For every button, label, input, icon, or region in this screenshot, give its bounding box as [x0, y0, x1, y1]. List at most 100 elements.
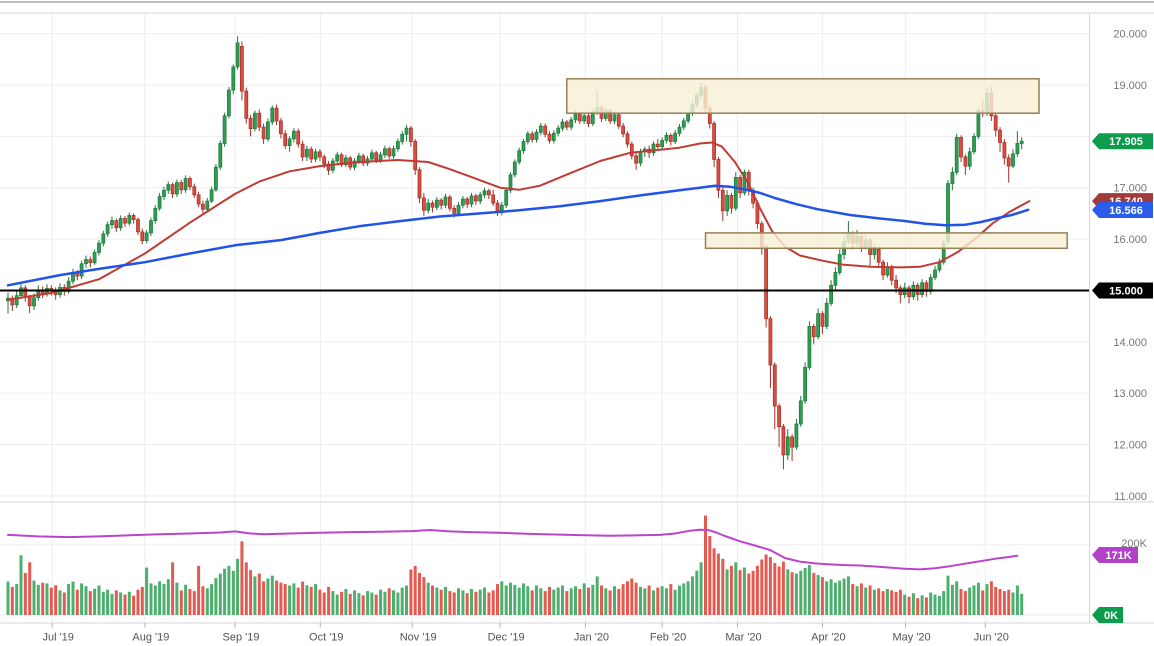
candle-body: [27, 296, 32, 307]
candle-body: [84, 259, 88, 265]
volume-bar: [210, 584, 214, 615]
candle-body: [305, 148, 309, 158]
volume-bar: [465, 593, 469, 615]
volume-bar: [587, 587, 590, 615]
volume-bar: [201, 586, 205, 615]
candle-body: [110, 220, 114, 226]
candle-body: [664, 134, 669, 141]
candle-body: [88, 259, 93, 264]
time-label: Jan '20: [574, 632, 609, 644]
candle-body: [790, 436, 794, 448]
time-label: Mar '20: [725, 632, 761, 644]
last-price-badge: [1092, 133, 1153, 150]
volume-bar: [561, 585, 564, 615]
volume-bar: [864, 587, 868, 615]
volume-bar: [253, 576, 257, 615]
supply-zone[interactable]: [566, 78, 1040, 114]
avg-volume-line: [7, 528, 1019, 571]
volume-bar: [266, 578, 270, 615]
candle-body: [807, 326, 812, 368]
candle-body: [326, 163, 331, 171]
candle-body: [781, 426, 786, 456]
candle-body: [517, 150, 522, 163]
candle-body: [478, 194, 483, 202]
candle-body: [660, 140, 664, 148]
candle-body: [266, 121, 270, 140]
demand-zone[interactable]: [704, 232, 1068, 250]
volume-bar: [846, 576, 850, 615]
candle-body: [175, 182, 179, 195]
time-axis[interactable]: Jul '19 Aug '19 Sep '19 Oct '19 Nov '19 Dec '…: [42, 623, 1009, 644]
volume-bar: [734, 562, 738, 615]
volume-bar: [972, 585, 976, 615]
candle-body: [296, 130, 301, 145]
volume-bar: [470, 589, 473, 615]
candle-body: [972, 135, 976, 153]
pane-borders: [0, 1, 1154, 624]
volume-bar: [643, 588, 647, 615]
volume-bar: [67, 584, 71, 615]
volume-series: [6, 515, 1024, 615]
volume-bar: [920, 595, 924, 615]
volume-bar: [340, 591, 344, 615]
volume-bar: [288, 585, 292, 615]
volume-bar: [106, 589, 110, 615]
volume-bar: [833, 582, 837, 615]
candle-body: [474, 195, 478, 202]
volume-bar: [197, 565, 201, 615]
volume-bar: [10, 586, 14, 615]
candle-body: [179, 182, 184, 191]
volume-bar: [903, 594, 907, 615]
candle-body: [798, 400, 803, 425]
volume-bar: [543, 591, 547, 615]
candle-body: [248, 118, 253, 130]
candle-body: [188, 178, 192, 188]
volume-bar: [825, 581, 829, 615]
candle-body: [720, 189, 725, 212]
volume-bar: [829, 579, 833, 615]
candle-body: [153, 207, 158, 221]
volume-bar: [392, 590, 395, 615]
candle-body: [1019, 140, 1024, 144]
volume-bar: [478, 589, 482, 615]
volume-bar: [327, 586, 331, 615]
candle-body: [824, 302, 829, 327]
volume-bar: [608, 590, 612, 615]
volume-bar: [725, 569, 729, 615]
volume-bar: [184, 584, 188, 615]
volume-bar: [799, 570, 803, 615]
candle-body: [811, 326, 816, 338]
time-label: Apr '20: [811, 632, 846, 644]
volume-bar: [885, 589, 889, 615]
candle-body: [439, 199, 444, 206]
volume-bar: [58, 590, 62, 615]
volume-bar: [370, 592, 374, 615]
candle-body: [959, 137, 963, 158]
volume-bar: [457, 588, 460, 615]
volume-bar: [552, 589, 556, 615]
candle-body: [14, 295, 19, 306]
volume-bar: [114, 590, 118, 615]
volume-bar: [262, 581, 266, 615]
volume-bar: [19, 555, 23, 615]
volume-bar: [400, 587, 404, 615]
candle-body: [733, 177, 738, 209]
volume-base-badge: [1092, 607, 1123, 623]
price-axis[interactable]: 20.000 19.000 17.000 16.000 14.000 13.000 12.0…: [1113, 29, 1147, 550]
candle-body: [235, 42, 240, 68]
volume-bar: [84, 586, 88, 615]
candle-body: [534, 131, 539, 140]
candle-body: [569, 119, 574, 128]
candle-body: [525, 133, 530, 142]
volume-bar: [153, 585, 157, 615]
volume-bar: [976, 582, 980, 615]
volume-bar: [171, 562, 175, 615]
candle-body: [131, 215, 136, 220]
price-label: 11.000: [1114, 491, 1147, 503]
candle-body: [794, 423, 799, 448]
candle-body: [673, 132, 677, 142]
ma-slow-line: [6, 184, 1030, 287]
volume-bar: [652, 590, 655, 615]
